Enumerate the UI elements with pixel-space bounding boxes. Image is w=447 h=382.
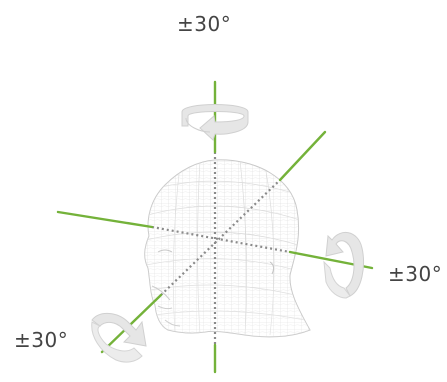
- diagonal-axis-upper-right: [278, 130, 327, 182]
- yaw-rotation-arrow-icon: [181, 104, 249, 141]
- roll-range-label: ±30°: [14, 328, 69, 352]
- horizontal-axis-left: [56, 210, 154, 229]
- wireframe-head: [144, 159, 311, 338]
- pitch-range-label: ±30°: [388, 262, 443, 286]
- yaw-range-label: ±30°: [177, 12, 232, 36]
- diagonal-axis-lower-left: [100, 293, 163, 354]
- center-axes-dotted: [151, 152, 291, 345]
- pitch-rotation-arrow-icon: [323, 232, 364, 299]
- roll-rotation-arrow-icon: [91, 313, 147, 363]
